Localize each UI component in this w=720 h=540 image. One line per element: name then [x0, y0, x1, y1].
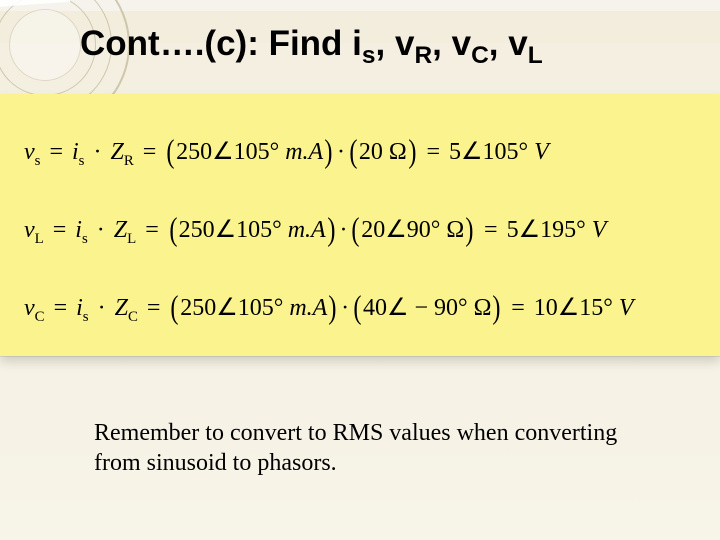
- title-prefix: Cont….(c): Find: [80, 24, 352, 63]
- slide-title: Cont….(c): Find is, vR, vC, vL: [80, 24, 690, 70]
- equation-vs: vs = is · ZR = (250∠105° m.A)·(20 Ω) = 5…: [24, 132, 700, 169]
- equation-vl: vL = is · ZL = (250∠105° m.A)·(20∠90° Ω)…: [24, 210, 700, 247]
- footer-note: Remember to convert to RMS values when c…: [94, 418, 650, 478]
- equations-panel: vs = is · ZR = (250∠105° m.A)·(20 Ω) = 5…: [0, 94, 720, 356]
- equation-vc: vC = is · ZC = (250∠105° m.A)·(40∠ − 90°…: [24, 288, 700, 325]
